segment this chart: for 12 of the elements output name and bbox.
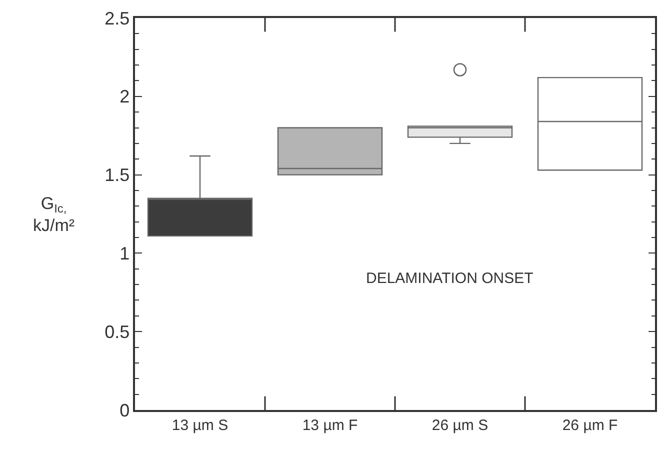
x-tick-label: 13 µm S [172, 416, 228, 434]
x-tick-label: 26 µm S [432, 416, 488, 434]
y-tick-label: 2.5 [104, 8, 130, 28]
y-tick-label: 1 [120, 244, 130, 264]
y-tick-label: 0.5 [104, 322, 130, 342]
x-tick-label: 26 µm F [562, 416, 618, 434]
y-tick-label: 1.5 [104, 165, 130, 186]
x-tick-label: 13 µm F [302, 416, 358, 434]
y-axis-title: G$_{Ic,}$ kJ/m² [33, 194, 75, 236]
annotation: DELAMINATION ONSET [366, 270, 534, 287]
y-tick-label: 0 [120, 400, 130, 420]
y-tick-label: 2 [120, 86, 130, 107]
